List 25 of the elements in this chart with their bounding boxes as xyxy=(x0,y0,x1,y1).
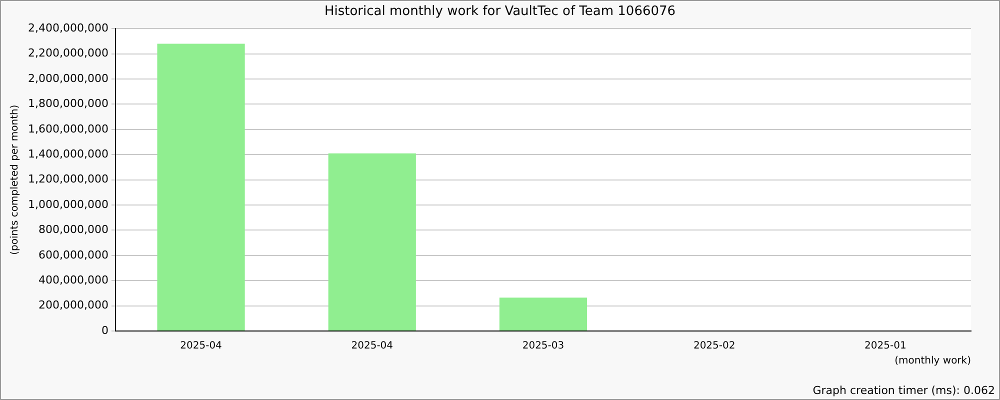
y-tick-label: 800,000,000 xyxy=(38,223,108,236)
y-tick-label: 200,000,000 xyxy=(38,298,108,312)
y-tick-label: 2,400,000,000 xyxy=(28,21,108,34)
bar xyxy=(328,153,416,330)
y-tick-label: 0 xyxy=(101,324,108,337)
x-tick-label: 2025-03 xyxy=(522,340,564,352)
x-tick-label: 2025-04 xyxy=(351,340,394,352)
y-tick-label: 1,400,000,000 xyxy=(28,147,108,160)
x-tick-label: 2025-02 xyxy=(693,340,736,352)
x-axis-title: (monthly work) xyxy=(894,356,972,367)
y-tick-label: 1,600,000,000 xyxy=(28,122,108,136)
bar xyxy=(157,44,245,330)
bar xyxy=(499,298,588,330)
y-tick-label: 1,800,000,000 xyxy=(28,97,108,110)
text: Graph creation timer (ms): 0.062 xyxy=(812,384,995,397)
y-tick-label: 400,000,000 xyxy=(38,273,108,286)
y-tick-label: 2,200,000,000 xyxy=(28,46,108,60)
chart-title: Historical monthly work for VaultTec of Team 1066076 xyxy=(323,4,677,19)
y-tick-label: 1,200,000,000 xyxy=(28,172,108,186)
y-tick-label: 600,000,000 xyxy=(38,248,108,262)
y-tick-label: 1,000,000,000 xyxy=(28,198,108,211)
y-axis-title: (points completed per month) xyxy=(10,104,21,255)
y-tick-label: 2,000,000,000 xyxy=(28,72,108,85)
x-tick-label: 2025-04 xyxy=(180,340,222,352)
x-tick-label: 2025-01 xyxy=(864,340,906,352)
